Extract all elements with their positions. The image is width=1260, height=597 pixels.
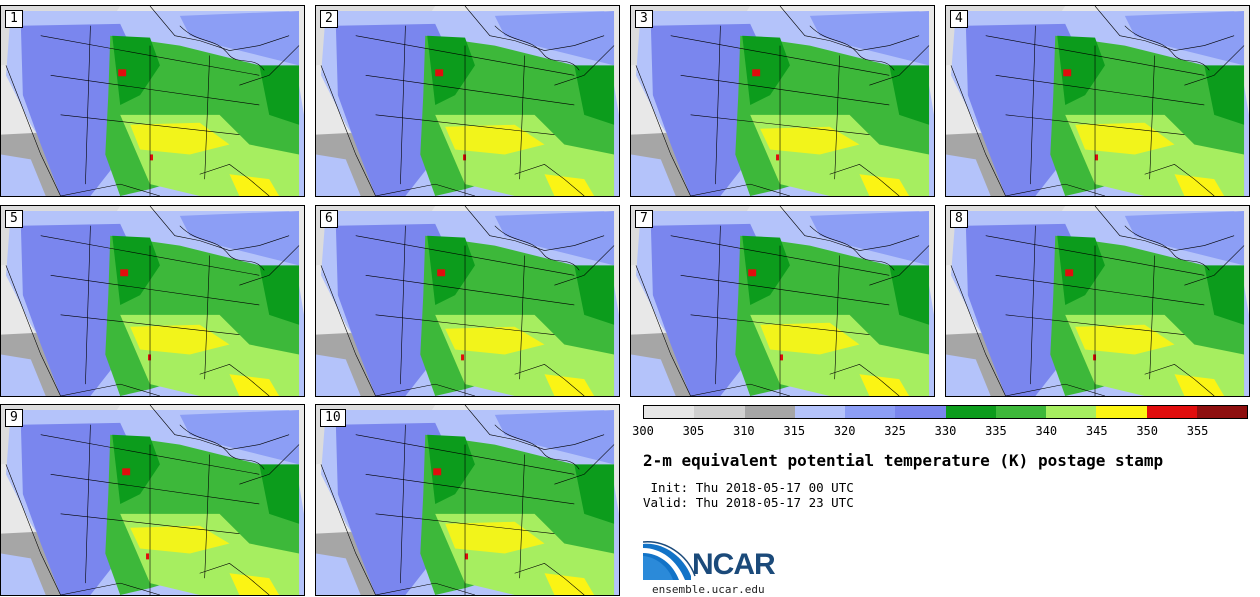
colorbar-tick-label: 320 — [833, 424, 856, 438]
colorbar-tick-label: 305 — [682, 424, 705, 438]
member-map — [946, 6, 1249, 196]
member-number-label: 6 — [320, 210, 338, 228]
valid-value: Thu 2018-05-17 23 UTC — [695, 495, 854, 510]
member-panel: 7 — [630, 205, 935, 397]
colorbar-segment — [845, 406, 896, 418]
member-panel: 4 — [945, 5, 1250, 197]
colorbar-segment — [644, 406, 695, 418]
member-map — [1, 405, 304, 595]
ncar-logo-text: NCAR — [692, 548, 776, 581]
colorbar-segment — [1046, 406, 1097, 418]
colorbar-tick-label: 310 — [732, 424, 755, 438]
member-panel: 10 — [315, 404, 620, 596]
member-number-label: 7 — [635, 210, 653, 228]
member-panel: 2 — [315, 5, 620, 197]
member-map — [631, 206, 934, 396]
member-number-label: 1 — [5, 10, 23, 28]
colorbar-tick-label: 325 — [884, 424, 906, 438]
valid-label: Valid: — [643, 495, 689, 510]
colorbar-segment — [995, 406, 1046, 418]
colorbar-segment — [1146, 406, 1197, 418]
colorbar-tick-label: 335 — [985, 424, 1007, 438]
colorbar-tick-label: 315 — [783, 424, 806, 438]
member-panel: 1 — [0, 5, 305, 197]
member-map — [316, 206, 619, 396]
colorbar-segment — [895, 406, 946, 418]
member-map — [1, 6, 304, 196]
colorbar — [643, 405, 1248, 419]
member-map — [631, 6, 934, 196]
ncar-logo-icon — [643, 541, 696, 580]
member-number-label: 5 — [5, 210, 23, 228]
colorbar-ticks: 300 305 310 315 320 325 330 335 340 345 350 355 — [632, 424, 1248, 440]
site-url: ensemble.ucar.edu — [652, 583, 765, 596]
colorbar-segment — [1096, 406, 1147, 418]
colorbar-segment — [794, 406, 845, 418]
colorbar-segment — [744, 406, 795, 418]
member-panel: 8 — [945, 205, 1250, 397]
colorbar-tick-label: 300 — [632, 424, 654, 438]
colorbar-tick-label: 330 — [934, 424, 957, 438]
member-map — [946, 206, 1249, 396]
member-number-label: 9 — [5, 409, 23, 427]
member-number-label: 10 — [320, 409, 346, 427]
member-map — [1, 206, 304, 396]
plot-title: 2-m equivalent potential temperature (K)… — [643, 451, 1164, 470]
member-number-label: 4 — [950, 10, 968, 28]
member-number-label: 8 — [950, 210, 968, 228]
colorbar-segment — [694, 406, 745, 418]
member-number-label: 3 — [635, 10, 653, 28]
init-line: Init: Thu 2018-05-17 00 UTC — [643, 480, 854, 495]
colorbar-tick-label: 340 — [1035, 424, 1058, 438]
colorbar-tick-label: 350 — [1136, 424, 1158, 438]
colorbar-tick-label: 345 — [1085, 424, 1108, 438]
colorbar-segment — [945, 406, 996, 418]
init-label: Init: — [650, 480, 689, 495]
colorbar-segment — [1196, 406, 1247, 418]
valid-line: Valid: Thu 2018-05-17 23 UTC — [643, 495, 854, 510]
member-map — [316, 405, 619, 595]
member-map — [316, 6, 619, 196]
member-panel: 5 — [0, 205, 305, 397]
init-value: Thu 2018-05-17 00 UTC — [695, 480, 854, 495]
member-panel: 9 — [0, 404, 305, 596]
member-panel: 6 — [315, 205, 620, 397]
member-panel: 3 — [630, 5, 935, 197]
colorbar-tick-label: 355 — [1186, 424, 1209, 438]
member-number-label: 2 — [320, 10, 338, 28]
